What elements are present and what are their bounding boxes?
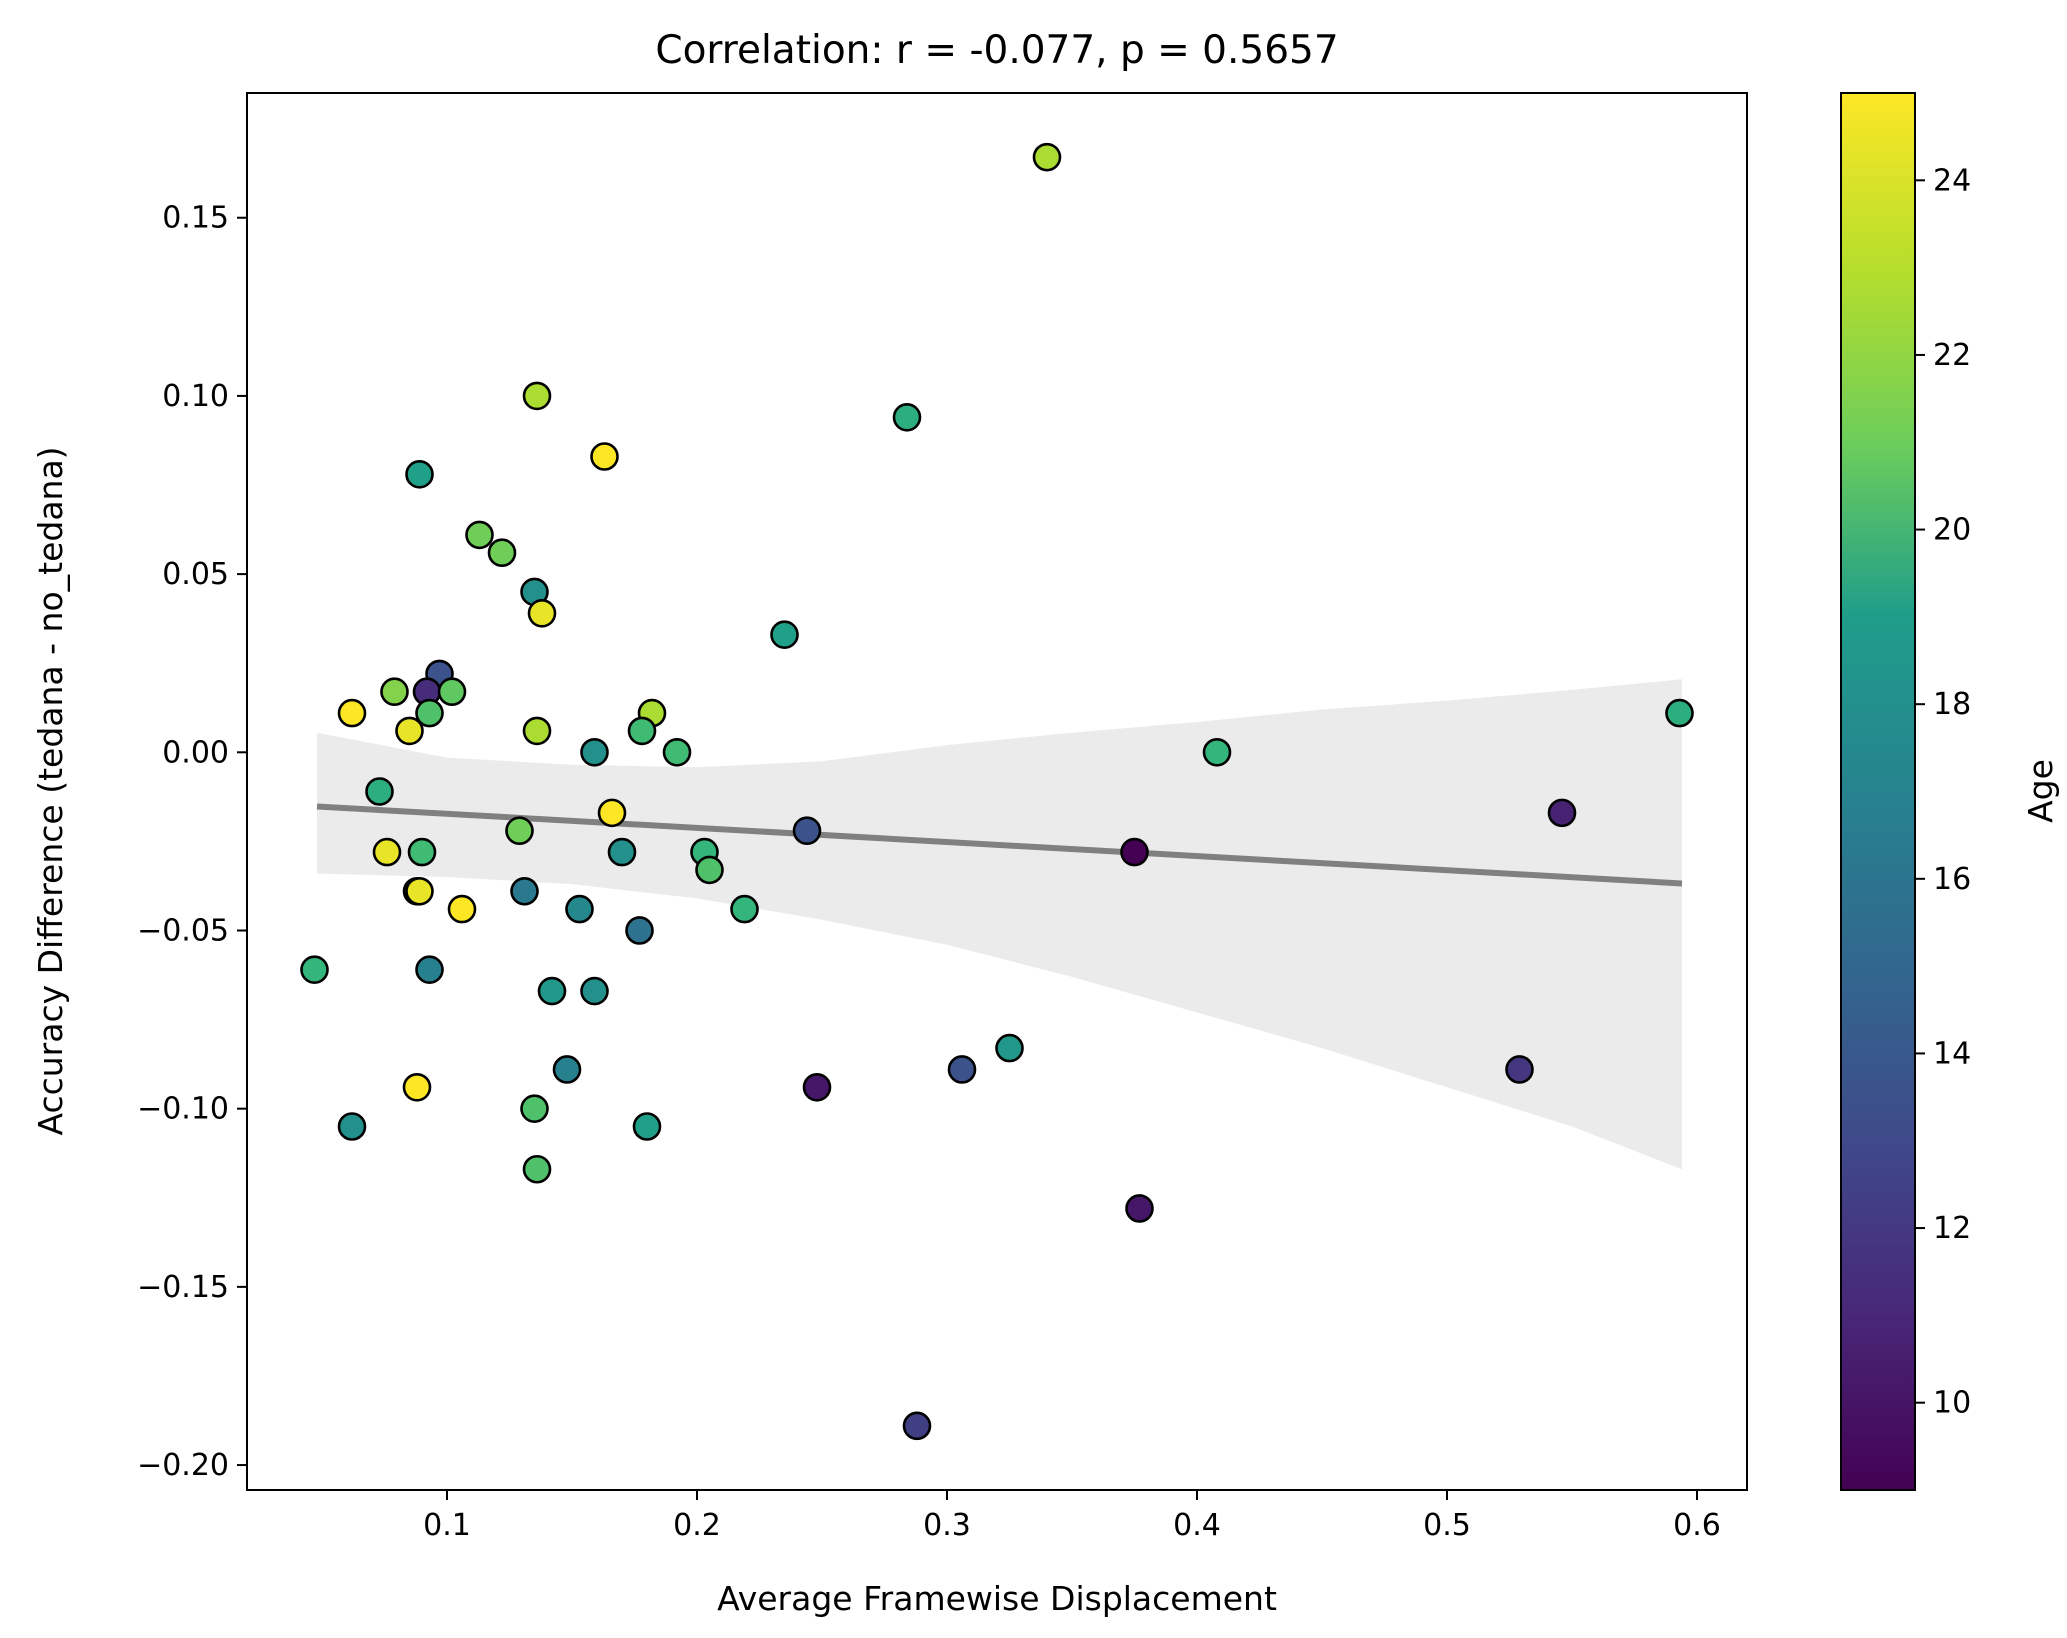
plot-frame	[246, 92, 1748, 1491]
colorbar-tick-label: 16	[1933, 862, 1971, 897]
scatter-point	[405, 460, 434, 489]
colorbar-tick-label: 18	[1933, 687, 1971, 722]
scatter-point	[372, 837, 402, 867]
x-tick-label: 0.3	[923, 1508, 971, 1543]
x-axis-label: Average Framewise Displacement	[717, 1579, 1277, 1618]
y-tick-label: −0.15	[137, 1270, 229, 1305]
scatter-point	[580, 976, 609, 1006]
scatter-point	[565, 894, 594, 924]
confidence-band	[317, 679, 1682, 1170]
y-axis-label: Accuracy Difference (tedana - no_tedana)	[31, 446, 70, 1135]
scatter-point	[522, 381, 552, 411]
scatter-point	[337, 1112, 367, 1141]
y-axis-ticks: −0.20 −0.15 −0.10 −0.05 0.00 0.05 0.10 0.15	[137, 201, 247, 1483]
colorbar	[1840, 92, 1916, 1491]
regression-line-path	[316, 803, 1683, 887]
scatter-point	[415, 698, 444, 728]
scatter-point	[995, 1033, 1024, 1063]
scatter-point	[1120, 837, 1149, 867]
scatter-point	[487, 538, 517, 568]
colorbar-tick-label: 14	[1933, 1036, 1971, 1071]
confidence-band-area	[317, 679, 1682, 1170]
scatter-point	[792, 816, 822, 846]
y-tick-label: 0.10	[162, 379, 229, 414]
scatter-point	[625, 916, 654, 945]
scatter-point	[632, 1112, 662, 1141]
scatter-point	[770, 620, 799, 649]
scatter-point	[552, 1055, 582, 1084]
scatter-point	[407, 837, 437, 867]
scatter-point	[405, 876, 434, 906]
scatter-point	[1665, 698, 1694, 728]
scatter-point	[695, 855, 724, 885]
scatter-point	[522, 716, 552, 746]
scatter-point	[537, 976, 567, 1006]
regression-line	[316, 803, 1683, 887]
scatter-point	[1032, 142, 1062, 172]
scatter-point	[947, 1055, 977, 1084]
colorbar-tick-label: 24	[1933, 163, 1971, 198]
y-tick-label: 0.05	[162, 557, 229, 592]
scatter-point	[522, 1154, 552, 1184]
scatter-point	[465, 520, 494, 550]
y-tick-label: 0.15	[162, 201, 229, 236]
scatter-point	[892, 403, 922, 432]
scatter-point	[802, 1072, 832, 1102]
colorbar-tick-label: 12	[1933, 1211, 1971, 1246]
scatter-point	[1547, 798, 1577, 828]
scatter-point	[730, 894, 759, 924]
y-tick-label: −0.20	[137, 1448, 229, 1483]
scatter-points	[300, 142, 1694, 1441]
x-tick-label: 0.2	[673, 1508, 721, 1543]
y-tick-label: −0.10	[137, 1092, 229, 1127]
scatter-point	[337, 698, 367, 728]
scatter-point	[520, 1094, 549, 1123]
scatter-point	[437, 677, 467, 707]
scatter-point	[365, 777, 394, 806]
scatter-point	[510, 876, 539, 906]
scatter-point	[597, 798, 627, 828]
y-tick-label: 0.00	[162, 735, 229, 770]
y-tick-label: −0.05	[137, 913, 229, 948]
scatter-point	[415, 955, 444, 984]
colorbar-tick-label: 10	[1933, 1386, 1971, 1421]
x-tick-label: 0.4	[1173, 1508, 1221, 1543]
scatter-point	[1505, 1055, 1534, 1084]
colorbar-label: Age	[2021, 759, 2060, 823]
scatter-point	[402, 1072, 432, 1102]
scatter-point	[300, 955, 329, 984]
scatter-point	[1202, 737, 1232, 767]
scatter-point	[447, 894, 477, 924]
scatter-point	[1125, 1194, 1154, 1223]
scatter-point	[662, 737, 692, 767]
scatter-point	[902, 1411, 932, 1441]
scatter-point	[627, 716, 657, 746]
scatter-point	[380, 677, 409, 707]
x-axis-ticks: 0.1 0.2 0.3 0.4 0.5 0.6	[423, 1490, 1721, 1543]
scatter-point	[527, 599, 557, 628]
scatter-point	[580, 737, 609, 767]
scatter-point	[505, 816, 534, 846]
colorbar-tick-label: 20	[1933, 513, 1971, 548]
colorbar-ticks: 10 12 14 16 18 20 22 24	[1915, 163, 1971, 1421]
scatter-point	[607, 837, 637, 867]
scatter-point	[395, 716, 424, 746]
x-tick-label: 0.1	[423, 1508, 471, 1543]
x-tick-label: 0.5	[1423, 1508, 1471, 1543]
chart-title: Correlation: r = -0.077, p = 0.5657	[655, 28, 1338, 73]
x-tick-label: 0.6	[1673, 1508, 1721, 1543]
scatter-point	[590, 442, 619, 471]
colorbar-tick-label: 22	[1933, 338, 1971, 373]
